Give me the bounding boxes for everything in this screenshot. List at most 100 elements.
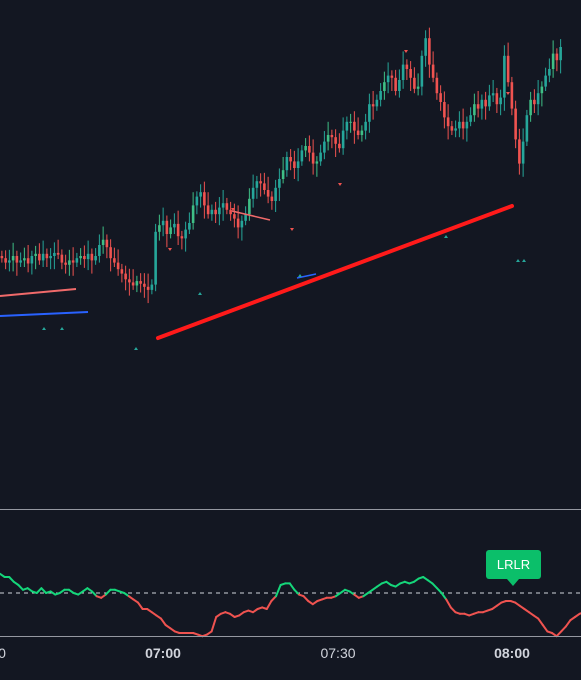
candle-body xyxy=(128,279,131,283)
candle-body xyxy=(79,256,82,259)
candle-body xyxy=(379,91,382,100)
candle-body xyxy=(158,225,161,232)
trendline-blue-2 xyxy=(296,273,317,279)
candle-body xyxy=(251,187,255,199)
candle-body xyxy=(368,104,371,122)
oscillator-segment xyxy=(275,584,282,598)
oscillator-segment xyxy=(445,598,452,609)
candle-body xyxy=(533,99,536,105)
candle-body xyxy=(308,146,311,153)
candle-body xyxy=(45,253,49,259)
oscillator-segment xyxy=(35,587,43,594)
candle-body xyxy=(334,137,337,144)
marker-up xyxy=(60,327,64,330)
candle-body xyxy=(38,253,41,261)
candle-body xyxy=(364,121,367,131)
time-tick-0: 0 xyxy=(0,645,6,661)
marker-up xyxy=(298,274,302,277)
candle-body xyxy=(83,256,86,260)
candle-body xyxy=(105,239,109,248)
candle-body xyxy=(255,181,259,188)
candle-body xyxy=(443,102,446,118)
candle-body xyxy=(525,115,529,142)
candle-body xyxy=(221,203,225,208)
candle-body xyxy=(480,99,484,109)
oscillator-segment xyxy=(104,588,112,596)
oscillator-segment xyxy=(537,617,544,626)
oscillator-segment xyxy=(265,600,273,610)
candle-body xyxy=(446,117,450,127)
candle-body xyxy=(229,209,232,215)
candle-body xyxy=(338,143,341,149)
oscillator-segment xyxy=(436,587,443,594)
time-tick-0800: 08:00 xyxy=(494,645,530,661)
candle-body xyxy=(109,247,112,259)
oscillator-segment xyxy=(8,576,15,583)
oscillator-segment xyxy=(302,595,310,602)
candle-body xyxy=(49,256,52,259)
candle-body xyxy=(161,220,165,226)
candle-body xyxy=(390,75,394,78)
trendline-blue xyxy=(0,311,89,317)
candle-body xyxy=(405,64,409,69)
oscillator-segment xyxy=(288,582,296,591)
candle-body xyxy=(90,253,94,261)
candle-body xyxy=(536,93,540,105)
candle-body xyxy=(529,99,532,116)
candle-body xyxy=(101,239,105,245)
oscillator-segment xyxy=(137,601,144,610)
candle-body xyxy=(225,203,229,210)
candle-body xyxy=(510,82,514,109)
oscillator-segment xyxy=(270,595,277,602)
candle-body xyxy=(60,254,64,263)
candle-body xyxy=(169,227,172,234)
candle-body xyxy=(150,284,154,290)
candle-body xyxy=(540,86,544,94)
candle-body xyxy=(473,104,476,116)
oscillator-segment xyxy=(578,612,581,615)
trendline-pink xyxy=(0,288,77,297)
candle-body xyxy=(30,256,34,264)
candle-body xyxy=(499,97,502,105)
oscillator-segment xyxy=(440,592,448,601)
candle-body xyxy=(356,130,360,135)
candle-body xyxy=(116,262,120,270)
candle-body xyxy=(131,282,135,286)
candle-body xyxy=(371,104,375,107)
candle-body xyxy=(8,260,11,263)
oscillator-segment xyxy=(40,587,47,594)
candle-body xyxy=(240,220,244,228)
pane-divider-bottom xyxy=(0,636,581,637)
candle-body xyxy=(375,99,379,107)
candle-body xyxy=(555,53,559,61)
time-tick-0730: 07:30 xyxy=(320,645,356,661)
candle-body xyxy=(293,161,296,168)
candle-body xyxy=(15,256,19,263)
candle-body xyxy=(454,128,457,131)
candle-body xyxy=(383,82,386,91)
marker-up xyxy=(522,259,526,262)
candle-body xyxy=(420,55,424,87)
candle-body xyxy=(180,236,184,239)
candle-body xyxy=(409,69,412,78)
candle-body xyxy=(34,253,37,256)
candle-body xyxy=(416,86,420,89)
candle-body xyxy=(218,207,221,215)
candle-body xyxy=(341,130,345,149)
candle-body xyxy=(71,260,75,263)
oscillator-segment xyxy=(160,617,167,626)
oscillator-segment xyxy=(449,606,457,614)
candle-body xyxy=(214,209,217,215)
candle-body xyxy=(113,258,116,263)
candle-body xyxy=(428,38,431,65)
candle-body xyxy=(19,260,22,263)
candle-body xyxy=(68,260,71,265)
marker-up xyxy=(444,235,448,238)
lrlr-badge: LRLR xyxy=(486,550,541,586)
candle-body xyxy=(176,223,180,237)
candle-body xyxy=(281,170,285,179)
candle-body xyxy=(188,223,191,230)
candle-body xyxy=(236,218,240,228)
candle-body xyxy=(86,253,90,260)
